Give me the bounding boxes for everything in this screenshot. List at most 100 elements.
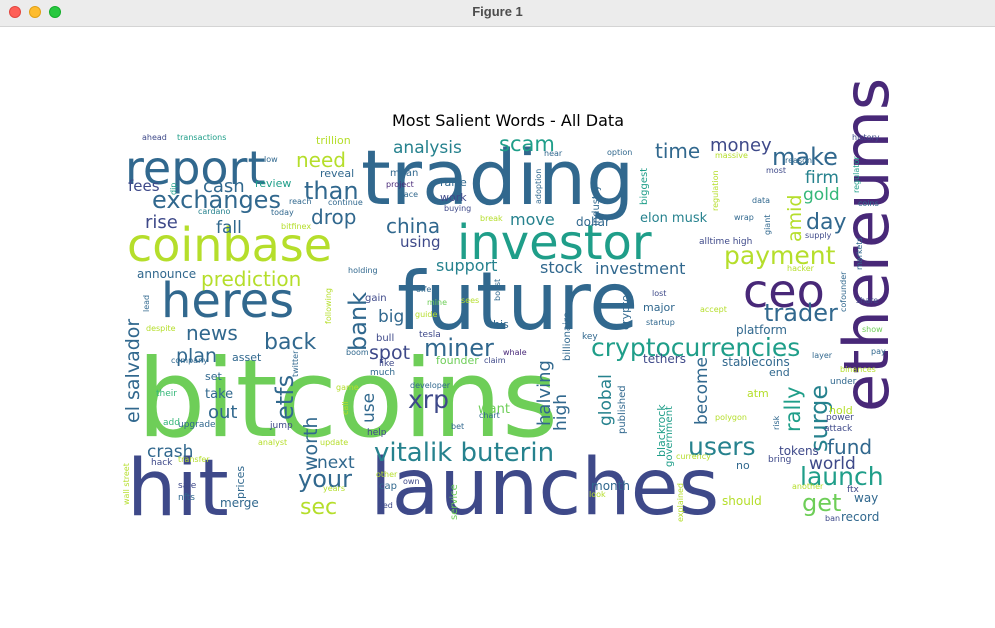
word-raise: raise (440, 176, 467, 189)
word-own: own (403, 477, 420, 486)
word-review: review (255, 177, 291, 190)
word-wall-street: wall street (122, 463, 131, 505)
word-el-salvador: el salvador (122, 319, 144, 423)
word-alltime-high: alltime high (699, 237, 752, 247)
word-cofounder: cofounder (839, 271, 848, 312)
word-face: face (401, 190, 418, 199)
word-work: work (440, 191, 467, 204)
word-most: most (766, 166, 786, 175)
word-accept: accept (700, 305, 727, 314)
word-hack: hack (151, 458, 173, 468)
word-report: report (125, 141, 266, 195)
word-bank: bank (344, 292, 372, 351)
word-worth: worth (300, 417, 322, 471)
word-startup: startup (646, 318, 675, 327)
word-lost: lost (652, 289, 666, 298)
chart-title: Most Salient Words - All Data (391, 111, 624, 130)
word-sale: sale (178, 481, 197, 491)
word-massive: massive (715, 151, 748, 160)
word-surge: surge (805, 385, 833, 452)
word-no: no (736, 459, 750, 472)
word-help: help (367, 428, 387, 438)
word-dip: dip (169, 183, 178, 195)
word-miner: miner (424, 334, 494, 362)
word-tokens: tokens (779, 444, 819, 458)
word-company: company (171, 356, 208, 365)
word-plan: plan (176, 345, 217, 367)
word-adoption: adoption (534, 169, 543, 204)
word-jump: jump (269, 421, 293, 431)
word-transfer: transfer (178, 455, 210, 464)
word-add: add (163, 418, 180, 428)
word-out: out (208, 402, 237, 423)
word-founder: founder (436, 354, 479, 367)
word-global: global (596, 374, 616, 426)
close-window-button[interactable] (9, 6, 21, 18)
word-become: become (692, 357, 712, 425)
word-layer: layer (812, 351, 833, 360)
word-show: show (862, 325, 883, 334)
word-use: use (359, 393, 379, 423)
word-should: should (722, 494, 762, 508)
word-take: take (205, 387, 233, 402)
word-drop: drop (311, 205, 356, 229)
word-years: years (323, 484, 345, 493)
word-heres: heres (161, 273, 294, 329)
maximize-window-button[interactable] (49, 6, 61, 18)
word-option: option (607, 148, 632, 157)
word-hear: hear (544, 149, 563, 158)
word-than: than (304, 177, 359, 205)
word-scam: scam (499, 132, 555, 156)
word-trader: trader (764, 299, 838, 327)
minimize-window-button[interactable] (29, 6, 41, 18)
word-exchanges: exchanges (152, 186, 281, 214)
word-bet: bet (451, 422, 464, 431)
word-offer: offer (416, 285, 435, 294)
word-ahead: ahead (142, 133, 167, 142)
word-nfts: nfts (178, 493, 195, 503)
word-ftx: ftx (847, 485, 860, 495)
word-continue: continue (328, 198, 363, 207)
word-crash: crash (147, 442, 193, 462)
word-next: next (317, 453, 355, 473)
word-whale: whale (503, 348, 527, 357)
word-another: another (792, 482, 824, 491)
word-reveal: reveal (320, 167, 354, 180)
word-day: day (806, 210, 846, 235)
word-ban: ban (825, 514, 840, 523)
word-markets: markets (855, 237, 864, 270)
word-bitfinex: bitfinex (281, 222, 311, 231)
word-hold: hold (829, 404, 853, 417)
word-despite: despite (146, 324, 176, 333)
word-rally: rally (781, 386, 805, 432)
word-rise: rise (145, 212, 178, 233)
word-xrp: xrp (408, 385, 449, 414)
word-ethereums: ethereums (830, 78, 903, 412)
word-cardano: cardano (198, 207, 231, 216)
word-move: move (510, 210, 555, 229)
word-gain: gain (365, 293, 387, 304)
word-china: china (386, 214, 440, 238)
word-prediction: prediction (201, 267, 301, 291)
word-pay: pay (871, 347, 886, 356)
word-announce: announce (137, 267, 196, 281)
word-game: game (336, 383, 359, 392)
word-hacker: hacker (787, 264, 815, 273)
word-make: make (772, 143, 838, 171)
word-reason: reason (785, 156, 812, 165)
word-bring: bring (768, 455, 791, 465)
word-stock: stock (540, 258, 583, 277)
word-news: news (186, 321, 238, 345)
word-halving: halving (534, 360, 555, 426)
word-amid: amid (784, 195, 806, 243)
word-merge: merge (220, 496, 259, 510)
word-their: their (156, 389, 177, 399)
figure-canvas: Most Salient Words - All Data bitcoins hi… (0, 27, 995, 628)
word-trillion: trillion (316, 134, 351, 147)
word-elon-musk: elon musk (640, 211, 708, 226)
word-cryptos: cryptos (619, 289, 632, 330)
word-major: major (643, 301, 675, 314)
word-key: key (582, 332, 598, 342)
